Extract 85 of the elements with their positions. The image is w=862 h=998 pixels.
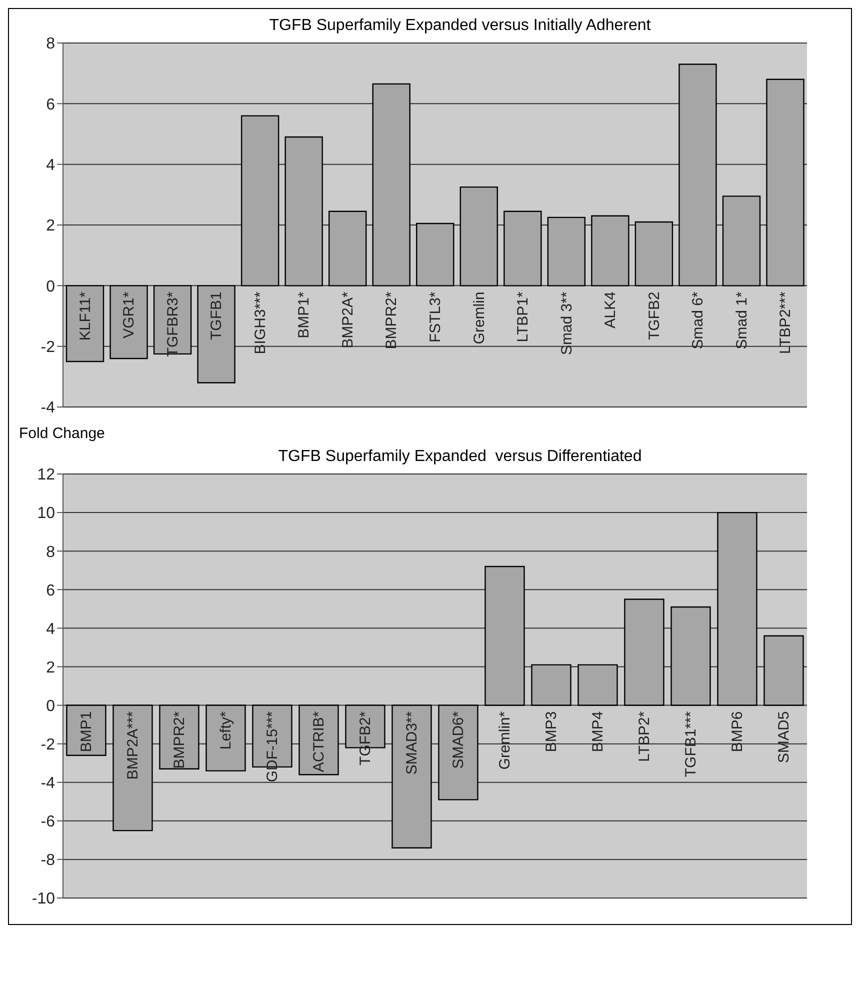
bar — [66, 704, 106, 756]
bar — [460, 186, 498, 286]
y-tick-label: 8 — [46, 36, 56, 53]
bar — [438, 704, 478, 800]
x-tick-label: BMP1* — [296, 292, 313, 338]
x-tick-label: BMP3 — [543, 711, 560, 752]
x-tick-label: ACTRIB* — [310, 711, 328, 772]
bar — [531, 664, 572, 706]
bar — [764, 635, 804, 706]
x-tick-label: TGFB2 — [646, 292, 663, 340]
y-tick-label: 4 — [46, 157, 56, 174]
bar — [328, 210, 367, 286]
x-tick-label: LTBP1* — [514, 292, 532, 342]
x-tick-label: SMAD5 — [776, 711, 793, 763]
bar — [484, 566, 525, 706]
bar — [159, 704, 200, 770]
y-tick-label: 2 — [46, 659, 56, 676]
y-tick-label: -10 — [32, 890, 56, 908]
x-tick-label: TGFBR3* — [164, 292, 182, 357]
bar — [591, 215, 630, 286]
x-tick-label: TGFB2* — [357, 711, 374, 766]
bar — [766, 78, 804, 286]
x-tick-label: TGFB1*** — [682, 711, 700, 778]
x-tick-label: KLF11* — [76, 292, 94, 341]
y-tick-label: 0 — [46, 698, 56, 715]
bar — [240, 115, 280, 286]
x-tick-label: BMP1 — [78, 711, 96, 752]
x-tick-label: Gremlin* — [496, 711, 514, 770]
x-tick-label: FSTL3* — [427, 292, 444, 343]
y-tick-label: -2 — [40, 339, 56, 356]
y-tick-label: -8 — [40, 852, 56, 870]
bar — [112, 704, 153, 832]
x-tick-label: VGR1* — [120, 292, 138, 338]
x-tick-label: LTBP2* — [636, 711, 654, 762]
bar — [284, 136, 323, 286]
x-tick-label: Lefty* — [218, 711, 235, 750]
bar — [416, 222, 454, 286]
y-tick-label: -4 — [40, 400, 56, 417]
x-tick-label: Gremlin — [470, 292, 488, 344]
x-tick-label: BMP4 — [590, 711, 607, 752]
bar — [634, 221, 674, 286]
y-tick-label: 2 — [46, 218, 56, 235]
x-tick-label: Smad 3** — [558, 292, 576, 356]
bar — [392, 704, 432, 848]
bar — [504, 210, 542, 286]
y-tick-label: -6 — [40, 814, 56, 831]
x-tick-label: SMAD6* — [450, 711, 468, 769]
y-axis-title: Fold Change — [19, 425, 106, 442]
x-tick-label: LTBP2*** — [777, 292, 794, 354]
bar — [372, 83, 410, 286]
bar — [722, 196, 761, 286]
y-tick-label: 10 — [37, 505, 56, 522]
y-tick-label: 0 — [46, 278, 56, 296]
bar — [717, 512, 758, 706]
x-tick-label: BMPR2* — [171, 711, 188, 769]
x-tick-label: BMPR2* — [383, 292, 400, 350]
y-tick-label: 4 — [46, 620, 56, 638]
x-tick-label: Smad 1* — [733, 292, 750, 350]
bar — [197, 285, 236, 384]
x-tick-label: ALK4 — [602, 292, 620, 328]
x-tick-label: BIGH3*** — [252, 292, 269, 354]
bar — [624, 598, 664, 706]
y-tick-label: 6 — [46, 582, 56, 600]
chart-title: TGFB Superfamily Expanded versus Differentiated — [277, 448, 643, 466]
y-tick-label: -2 — [40, 736, 56, 754]
bar — [66, 285, 104, 362]
x-tick-label: Smad 6* — [690, 292, 707, 350]
x-tick-label: BMP2A* — [339, 292, 356, 348]
x-tick-label: SMAD3** — [404, 711, 421, 775]
x-tick-label: BMP6 — [729, 711, 746, 752]
bar — [678, 64, 717, 286]
bar — [110, 285, 148, 360]
y-tick-label: 8 — [46, 544, 56, 561]
chart-title: TGFB Superfamily Expanded versus Initially Adherent — [268, 17, 652, 35]
bar — [578, 664, 618, 706]
x-tick-label: GDF-15*** — [264, 711, 282, 782]
x-tick-label: TGFB1 — [208, 292, 226, 340]
y-tick-label: 12 — [37, 466, 56, 484]
bar — [670, 606, 711, 706]
y-tick-label: -4 — [40, 775, 56, 792]
x-tick-label: BMP2A*** — [124, 711, 142, 780]
bar — [206, 704, 246, 772]
bar — [298, 704, 339, 776]
bar — [547, 216, 586, 286]
y-tick-label: 6 — [46, 96, 56, 114]
